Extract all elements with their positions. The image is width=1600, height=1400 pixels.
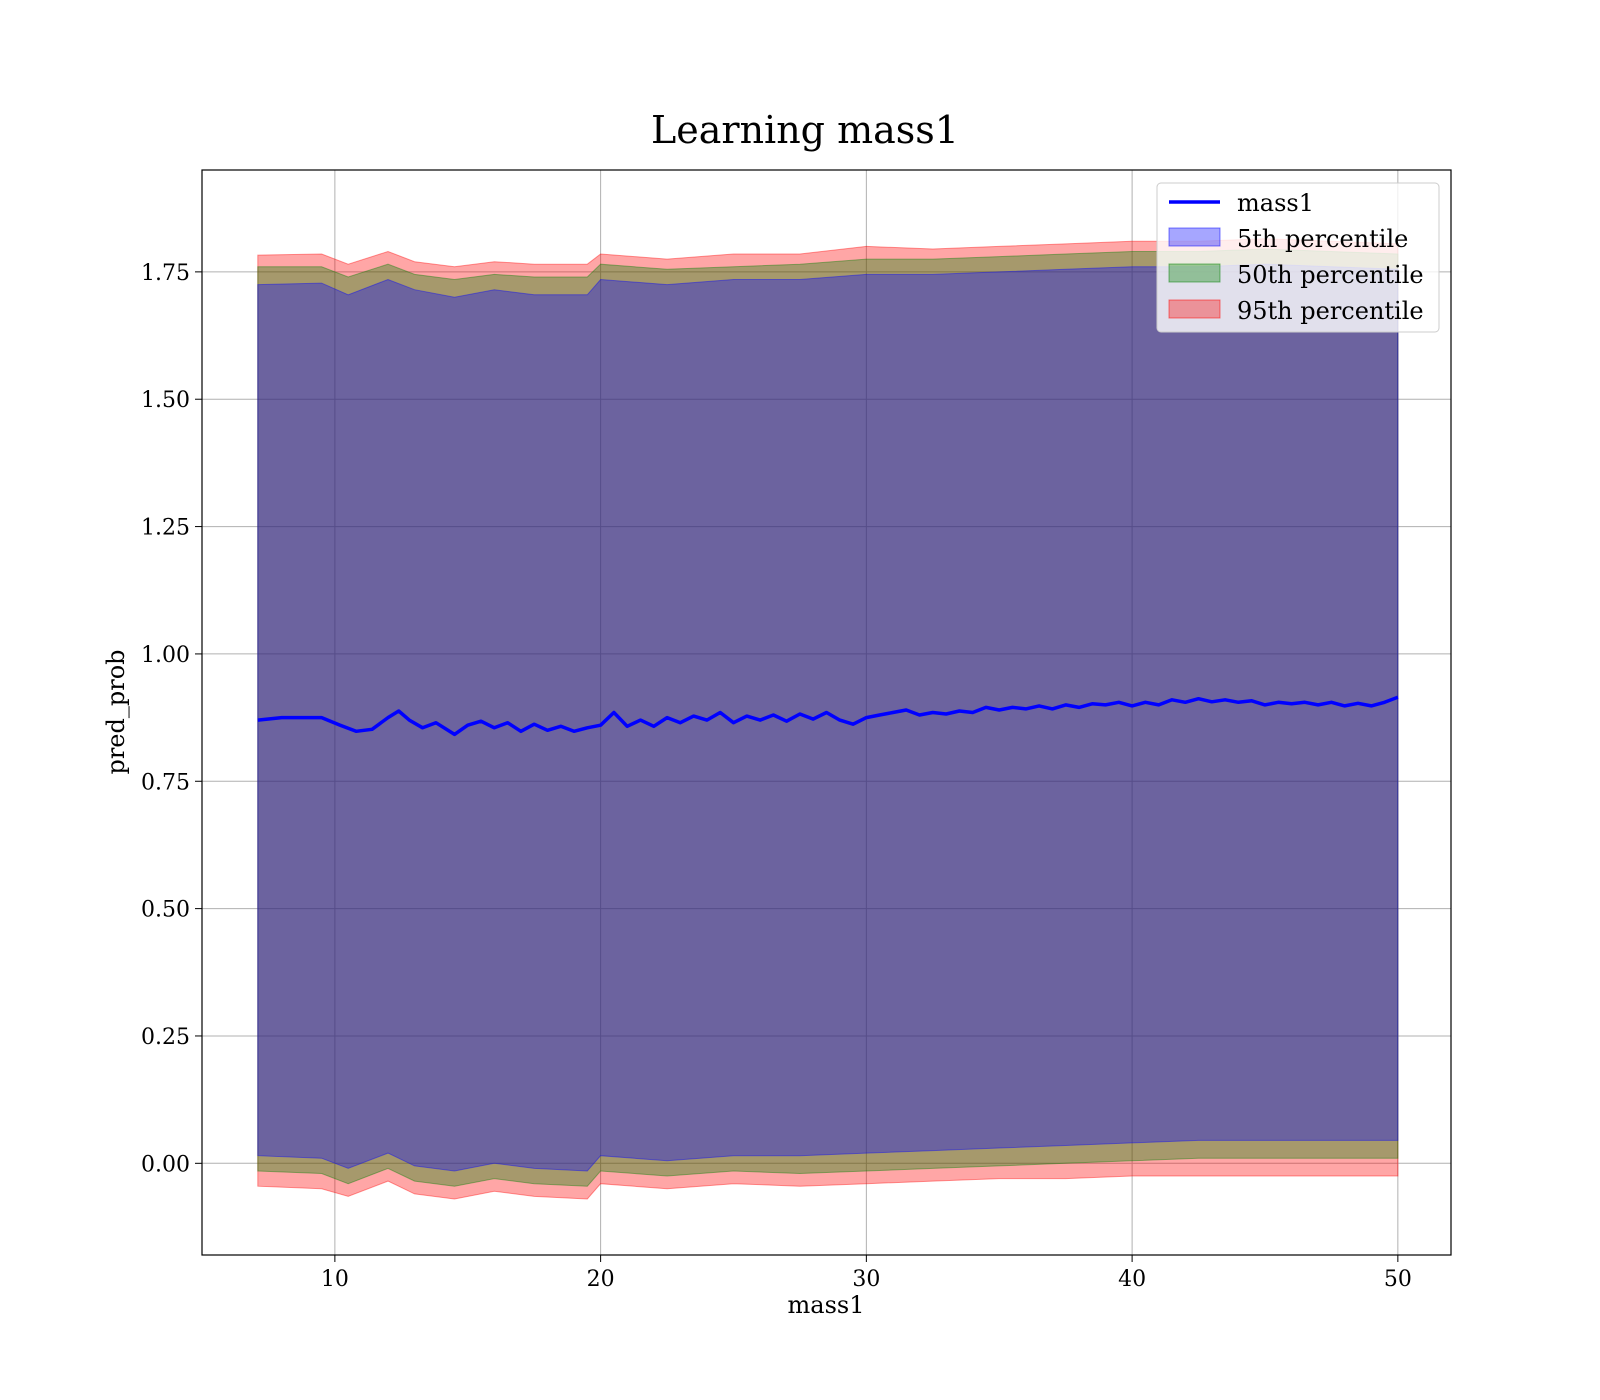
band-5th-percentile (257, 263, 1399, 1172)
series-line-mass1 (257, 695, 1399, 737)
plot-area (257, 238, 1399, 1200)
x-tick-label: 10 (321, 1267, 349, 1292)
y-tick-label: 0.25 (141, 1025, 190, 1050)
legend-label: 95th percentile (1237, 297, 1424, 325)
y-tick-label: 1.00 (141, 643, 190, 668)
legend-label: mass1 (1237, 189, 1314, 217)
line-layer (257, 695, 1399, 737)
x-tick-label: 30 (852, 1267, 880, 1292)
y-tick-label: 1.50 (141, 388, 190, 413)
y-tick-label: 1.25 (141, 516, 190, 541)
band-50th-percentile (257, 248, 1399, 1187)
legend-swatch-95th-percentile (1168, 299, 1221, 319)
legend-label: 50th percentile (1237, 261, 1424, 289)
y-tick-label: 0.50 (141, 898, 190, 923)
y-tick-label: 0.00 (141, 1152, 190, 1177)
legend-swatch-5th-percentile (1168, 227, 1221, 247)
legend-label: 5th percentile (1237, 225, 1408, 253)
x-axis-label: mass1 (788, 1291, 865, 1319)
chart-title: Learning mass1 (651, 108, 959, 152)
y-tick-label: 0.75 (141, 770, 190, 795)
y-axis-label: pred_prob (102, 649, 130, 774)
bands (257, 238, 1399, 1200)
y-tick-label: 1.75 (141, 261, 190, 286)
legend-box (1156, 182, 1440, 333)
x-tick-label: 20 (587, 1267, 615, 1292)
band-95th-percentile (257, 238, 1399, 1200)
plot-frame (201, 169, 1452, 1256)
x-tick-label: 40 (1118, 1267, 1146, 1292)
legend-swatch-50th-percentile (1168, 263, 1221, 283)
x-axis-ticks: 10 20 30 40 50 (321, 1255, 1412, 1292)
y-axis-ticks: 0.00 0.25 0.50 0.75 1.00 1.25 1.50 1.75 (141, 261, 202, 1177)
legend: mass1 5th percentile 50th percentile 95th p… (1156, 182, 1440, 333)
x-tick-label: 50 (1384, 1267, 1412, 1292)
